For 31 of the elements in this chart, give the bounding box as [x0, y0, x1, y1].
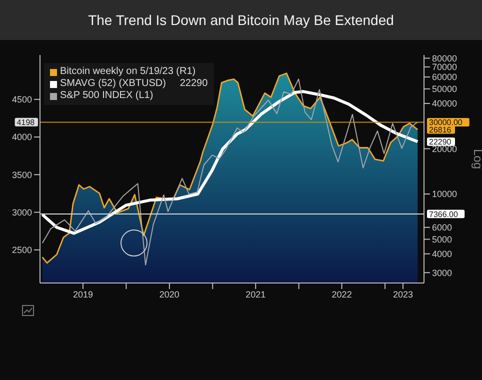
- chart-title: The Trend Is Down and Bitcoin May Be Extended: [0, 0, 482, 40]
- legend-label: SMAVG (52) (XBTUSD) 22290: [60, 78, 208, 90]
- ref-line-label: 7366.00: [429, 210, 458, 219]
- y-tick-label: 3500: [12, 170, 32, 180]
- x-tick-label: 2020: [159, 289, 180, 300]
- x-tick-label: 2021: [246, 289, 266, 300]
- y2-tick-label: 4000: [432, 249, 452, 260]
- text: 22290: [429, 138, 452, 147]
- legend-label: Bitcoin weekly on 5/19/23 (R1): [60, 66, 196, 78]
- y2-tick-label: 10000: [432, 189, 458, 200]
- y2-tick-label: 70000: [432, 62, 458, 72]
- y2-tick-label: 80000: [432, 53, 458, 64]
- legend-label: S&P 500 INDEX (L1): [60, 90, 154, 102]
- x-tick-label: 2023: [392, 289, 413, 300]
- text: 26816: [429, 125, 452, 134]
- y2-axis-title: Log: [470, 148, 482, 169]
- text: 4198: [16, 118, 36, 128]
- y2-tick-label: 40000: [432, 98, 458, 109]
- ref-line-label: 30000.00: [429, 118, 463, 128]
- x-tick-label: 2022: [332, 289, 352, 300]
- y2-tick-label: 5000: [432, 234, 452, 244]
- y2-tick-label: 60000: [432, 72, 458, 82]
- line-series: [40, 90, 420, 235]
- y2-tick-label: 50000: [432, 84, 458, 94]
- y2-tick-label: 6000: [432, 222, 452, 233]
- y-tick-label: 4000: [12, 132, 32, 142]
- y2-tick-label: 3000: [432, 268, 452, 278]
- x-tick-label: 2019: [72, 289, 93, 300]
- y-tick-label: 2500: [12, 245, 32, 256]
- y-tick-label: 3000: [12, 207, 32, 218]
- y-tick-label: 4500: [12, 94, 32, 105]
